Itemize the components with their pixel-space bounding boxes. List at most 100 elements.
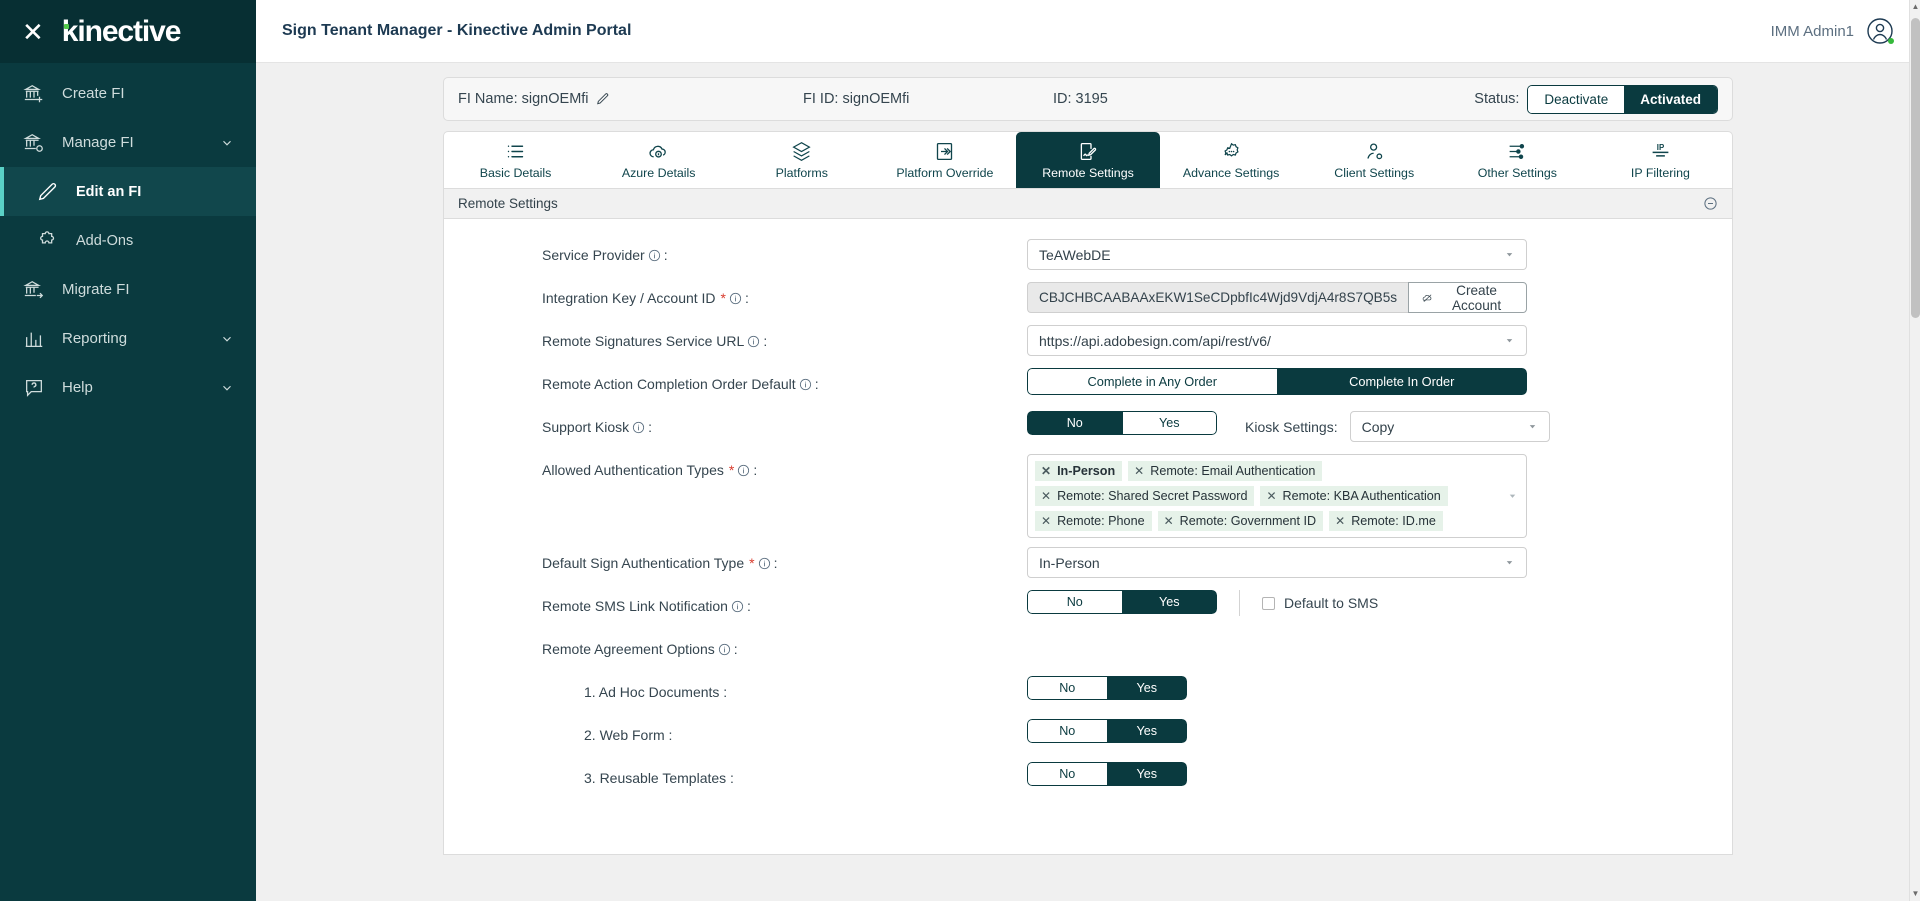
default-to-sms-checkbox[interactable]	[1262, 596, 1275, 610]
deactivate-button[interactable]: Deactivate	[1528, 85, 1625, 113]
info-icon[interactable]	[758, 557, 771, 570]
default-auth-control: In-Person	[1027, 547, 1732, 578]
support-kiosk-no-button[interactable]: No	[1027, 411, 1122, 435]
remote-settings-form: Service Provider : TeAWebDE	[443, 219, 1733, 855]
integration-key-group: CBJCHBCAABAAxEKW1SeCDpbfIc4Wjd9VdjA4r8S7…	[1027, 282, 1527, 313]
topbar-user-area[interactable]: IMM Admin1	[1771, 17, 1894, 45]
fi-name-label: FI Name: signOEMfi	[458, 91, 589, 107]
sidebar: ✕ kinective Create FI	[0, 0, 256, 901]
info-icon[interactable]	[747, 335, 760, 348]
tab-azure-details[interactable]: Azure Details	[587, 132, 730, 188]
collapse-minus-icon[interactable]	[1703, 196, 1718, 211]
sidebar-item-migrate-fi[interactable]: Migrate FI	[0, 265, 256, 314]
info-icon[interactable]	[718, 643, 731, 656]
chevron-down-icon	[1506, 253, 1513, 257]
tab-basic-details[interactable]: Basic Details	[444, 132, 587, 188]
avatar[interactable]	[1866, 17, 1894, 45]
tab-other-settings[interactable]: Other Settings	[1446, 132, 1589, 188]
create-account-button[interactable]: Create Account	[1408, 282, 1527, 313]
tab-label: IP Filtering	[1630, 166, 1690, 180]
info-icon[interactable]	[729, 292, 742, 305]
row-sms-notification: Remote SMS Link Notification : No Yes	[444, 590, 1732, 624]
chevron-down-icon[interactable]	[220, 381, 234, 395]
info-icon[interactable]	[799, 378, 812, 391]
tab-platform-override[interactable]: Platform Override	[873, 132, 1016, 188]
scroll-down-arrow-icon[interactable]: ▼	[1911, 889, 1920, 898]
auth-tag[interactable]: ✕ Remote: Phone	[1035, 511, 1152, 531]
sidebar-item-help[interactable]: Help	[0, 363, 256, 412]
service-url-select[interactable]: https://api.adobesign.com/api/rest/v6/	[1027, 325, 1527, 356]
fi-id-cell: FI ID: signOEMfi	[803, 91, 910, 107]
tag-remove-icon[interactable]: ✕	[1163, 514, 1174, 528]
auth-tag[interactable]: ✕ Remote: KBA Authentication	[1260, 486, 1448, 506]
auth-tag[interactable]: ✕ In-Person	[1035, 461, 1123, 481]
chevron-down-icon[interactable]	[1507, 491, 1518, 502]
web-form-yes-button[interactable]: Yes	[1106, 719, 1187, 743]
info-icon[interactable]	[731, 600, 744, 613]
service-provider-label: Service Provider :	[444, 239, 1027, 263]
support-kiosk-yes-button[interactable]: Yes	[1121, 411, 1217, 435]
section-title: Remote Settings	[458, 196, 558, 211]
sms-notification-yes-button[interactable]: Yes	[1121, 590, 1217, 614]
tab-remote-settings[interactable]: Remote Settings	[1016, 132, 1160, 188]
chevron-down-icon[interactable]	[220, 136, 234, 150]
close-icon[interactable]: ✕	[22, 16, 44, 47]
sidebar-item-add-ons[interactable]: Add-Ons	[0, 216, 256, 265]
tag-remove-icon[interactable]: ✕	[1041, 514, 1052, 528]
sms-notification-no-button[interactable]: No	[1027, 590, 1122, 614]
tag-remove-icon[interactable]: ✕	[1335, 514, 1346, 528]
cloud-info-icon	[648, 140, 669, 162]
activated-button[interactable]: Activated	[1624, 85, 1717, 113]
info-icon[interactable]	[737, 464, 750, 477]
tab-label: Remote Settings	[1042, 166, 1134, 180]
default-auth-select[interactable]: In-Person	[1027, 547, 1527, 578]
default-to-sms-group: Default to SMS	[1239, 590, 1378, 616]
kiosk-settings-select[interactable]: Copy	[1349, 411, 1550, 442]
allowed-auth-label: Allowed Authentication Types * :	[444, 454, 1027, 478]
tag-remove-icon[interactable]: ✕	[1266, 489, 1277, 503]
label-colon: :	[663, 247, 668, 263]
integration-key-field[interactable]: CBJCHBCAABAAxEKW1SeCDpbfIc4Wjd9VdjA4r8S7…	[1027, 282, 1409, 313]
required-asterisk: *	[720, 290, 726, 306]
service-provider-select[interactable]: TeAWebDE	[1027, 239, 1527, 270]
tag-remove-icon[interactable]: ✕	[1041, 489, 1052, 503]
reusable-templates-yes-button[interactable]: Yes	[1106, 762, 1187, 786]
allowed-auth-multiselect[interactable]: ✕ In-Person ✕ Remote: Email Authentication…	[1027, 454, 1527, 538]
info-icon[interactable]	[632, 421, 645, 434]
auth-tag[interactable]: ✕ Remote: Email Authentication	[1128, 461, 1323, 481]
default-auth-value: In-Person	[1039, 554, 1100, 571]
web-form-no-button[interactable]: No	[1027, 719, 1107, 743]
sidebar-item-edit-an-fi[interactable]: Edit an FI	[0, 167, 256, 216]
sidebar-item-manage-fi[interactable]: Manage FI	[0, 118, 256, 167]
auth-tag[interactable]: ✕ Remote: Government ID	[1157, 511, 1324, 531]
user-gear-icon	[1364, 140, 1385, 162]
reusable-templates-no-button[interactable]: No	[1027, 762, 1107, 786]
auth-tag[interactable]: ✕ Remote: Shared Secret Password	[1035, 486, 1255, 506]
sidebar-item-create-fi[interactable]: Create FI	[0, 69, 256, 118]
scrollbar-thumb[interactable]	[1911, 18, 1920, 318]
tag-remove-icon[interactable]: ✕	[1134, 464, 1145, 478]
completion-order-control: Complete in Any Order Complete In Order	[1027, 368, 1732, 395]
ad-hoc-documents-no-button[interactable]: No	[1027, 676, 1107, 700]
tab-client-settings[interactable]: Client Settings	[1303, 132, 1446, 188]
sidebar-item-reporting[interactable]: Reporting	[0, 314, 256, 363]
default-to-sms-checkbox-wrap[interactable]: Default to SMS	[1262, 595, 1378, 611]
ad-hoc-documents-yes-button[interactable]: Yes	[1106, 676, 1187, 700]
tag-remove-icon[interactable]: ✕	[1041, 464, 1052, 478]
reusable-templates-control: No Yes	[1027, 762, 1732, 786]
tab-platforms[interactable]: Platforms	[730, 132, 873, 188]
tab-ip-filtering[interactable]: IP IP Filtering	[1589, 132, 1732, 188]
scroll-up-arrow-icon[interactable]: ▲	[1911, 2, 1920, 11]
edit-pencil-icon[interactable]	[596, 92, 610, 106]
page-scrollbar[interactable]: ▲ ▼	[1909, 0, 1920, 901]
row-agreement-options-header: Remote Agreement Options :	[444, 633, 1732, 667]
complete-any-order-button[interactable]: Complete in Any Order	[1027, 368, 1277, 395]
tab-advance-settings[interactable]: Advance Settings	[1160, 132, 1303, 188]
auth-tag[interactable]: ✕ Remote: ID.me	[1329, 511, 1443, 531]
online-status-dot	[1888, 38, 1894, 44]
complete-in-order-button[interactable]: Complete In Order	[1276, 368, 1527, 395]
chevron-down-icon[interactable]	[220, 332, 234, 346]
fi-info-bar: FI Name: signOEMfi FI ID: signOEMfi ID: …	[443, 77, 1733, 121]
info-icon[interactable]	[648, 249, 661, 262]
